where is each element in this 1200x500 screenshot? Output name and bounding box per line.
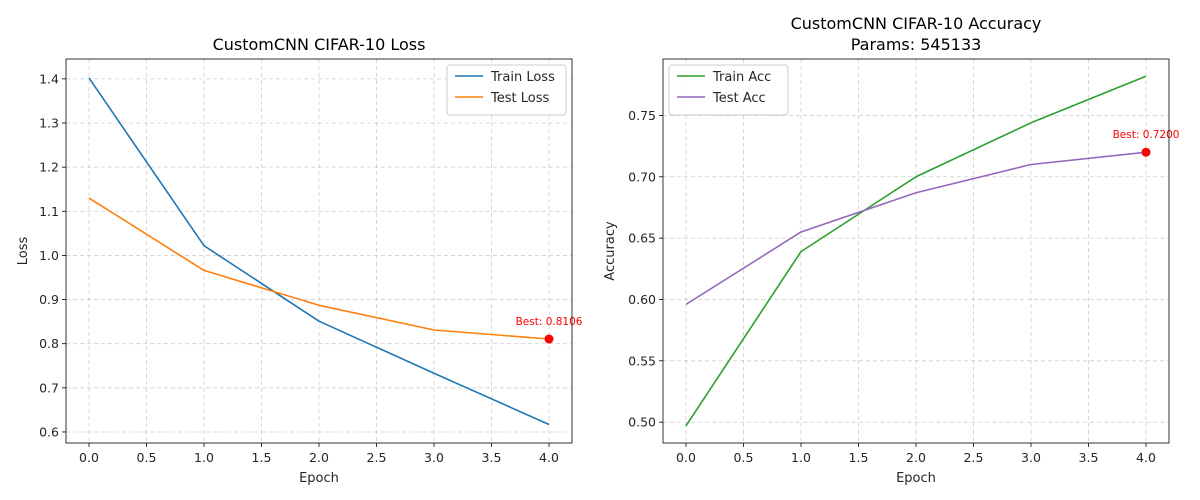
x-tick-label: 1.5 xyxy=(252,450,272,465)
y-axis-label: Accuracy xyxy=(603,221,618,281)
x-tick-label: 3.0 xyxy=(424,450,444,465)
y-tick-label: 1.1 xyxy=(39,204,59,219)
y-tick-label: 0.9 xyxy=(39,292,59,307)
x-tick-label: 1.5 xyxy=(849,450,869,465)
x-tick-label: 2.0 xyxy=(906,450,926,465)
legend-entry: Test Acc xyxy=(712,91,766,106)
y-tick-label: 0.75 xyxy=(628,108,656,123)
best-point-marker xyxy=(544,334,554,344)
x-tick-label: 3.0 xyxy=(1021,450,1041,465)
y-tick-label: 1.0 xyxy=(39,248,59,263)
x-axis-label: Epoch xyxy=(896,471,936,486)
loss-chart-panel: 0.0 0.5 1.0 1.5 2.0 2.5 3.0 3.5 4.0 0.6 0.7 0.8 0.9 1… xyxy=(16,35,583,486)
x-tick-label: 1.0 xyxy=(791,450,811,465)
accuracy-chart-panel: 0.0 0.5 1.0 1.5 2.0 2.5 3.0 3.5 4.0 0.50 0.55 0.60 0… xyxy=(603,14,1179,486)
series-line-test-acc xyxy=(685,151,1147,306)
axes-frame xyxy=(65,58,573,444)
chart-title: CustomCNN CIFAR-10 Loss xyxy=(213,35,426,54)
legend-box xyxy=(446,64,567,116)
y-tick-label: 1.2 xyxy=(39,160,59,175)
chart-title: CustomCNN CIFAR-10 Accuracy xyxy=(791,14,1042,33)
legend-entry: Test Loss xyxy=(490,91,549,106)
series-line-train-acc xyxy=(685,75,1147,427)
x-tick-label: 4.0 xyxy=(539,450,559,465)
y-axis-label: Loss xyxy=(16,237,31,266)
x-tick-label: 1.0 xyxy=(194,450,214,465)
x-tick-label: 2.5 xyxy=(964,450,984,465)
x-tick-label: 3.5 xyxy=(482,450,502,465)
chart-subtitle: Params: 545133 xyxy=(851,35,982,54)
x-tick-label: 3.5 xyxy=(1079,450,1099,465)
series-line-test-loss xyxy=(88,197,550,340)
x-tick-label: 4.0 xyxy=(1136,450,1156,465)
y-tick-label: 1.3 xyxy=(39,116,59,131)
y-tick-label: 0.8 xyxy=(39,336,59,351)
y-tick-label: 1.4 xyxy=(39,71,59,86)
legend: Train Loss Test Loss xyxy=(446,64,567,116)
x-axis-label: Epoch xyxy=(299,471,339,486)
best-point-label: Best: 0.8106 xyxy=(516,316,583,328)
x-tick-label: 0.5 xyxy=(734,450,754,465)
y-tick-label: 0.70 xyxy=(628,169,656,184)
legend-entry: Train Loss xyxy=(490,70,555,85)
y-tick-label: 0.60 xyxy=(628,292,656,307)
legend-entry: Train Acc xyxy=(712,70,771,85)
x-tick-label: 0.0 xyxy=(79,450,99,465)
legend-box xyxy=(668,64,789,116)
y-tick-label: 0.7 xyxy=(39,380,59,395)
y-tick-label: 0.6 xyxy=(39,424,59,439)
best-point-label: Best: 0.7200 xyxy=(1113,129,1180,141)
x-tick-label: 2.5 xyxy=(367,450,387,465)
axes-frame xyxy=(662,58,1170,444)
legend: Train Acc Test Acc xyxy=(668,64,789,116)
x-tick-label: 0.0 xyxy=(676,450,696,465)
x-tick-label: 0.5 xyxy=(137,450,157,465)
y-tick-label: 0.55 xyxy=(628,353,656,368)
y-tick-label: 0.65 xyxy=(628,231,656,246)
y-tick-label: 0.50 xyxy=(628,415,656,430)
best-point-marker xyxy=(1141,147,1151,157)
x-tick-label: 2.0 xyxy=(309,450,329,465)
series-line-train-loss xyxy=(88,77,550,426)
